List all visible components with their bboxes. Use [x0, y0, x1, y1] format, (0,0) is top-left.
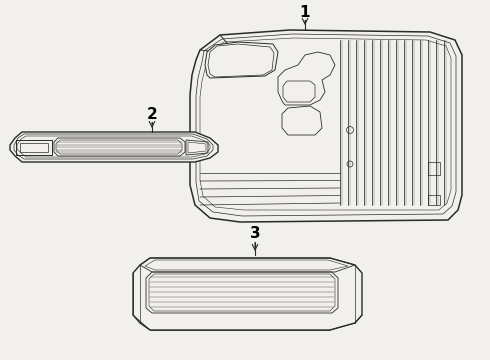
Polygon shape — [278, 52, 335, 105]
Polygon shape — [10, 132, 218, 162]
Text: 3: 3 — [250, 226, 260, 242]
Polygon shape — [190, 30, 462, 222]
Polygon shape — [282, 106, 322, 135]
Text: 1: 1 — [300, 5, 310, 19]
Polygon shape — [133, 258, 362, 330]
Polygon shape — [205, 42, 278, 78]
Text: 2: 2 — [147, 107, 157, 122]
